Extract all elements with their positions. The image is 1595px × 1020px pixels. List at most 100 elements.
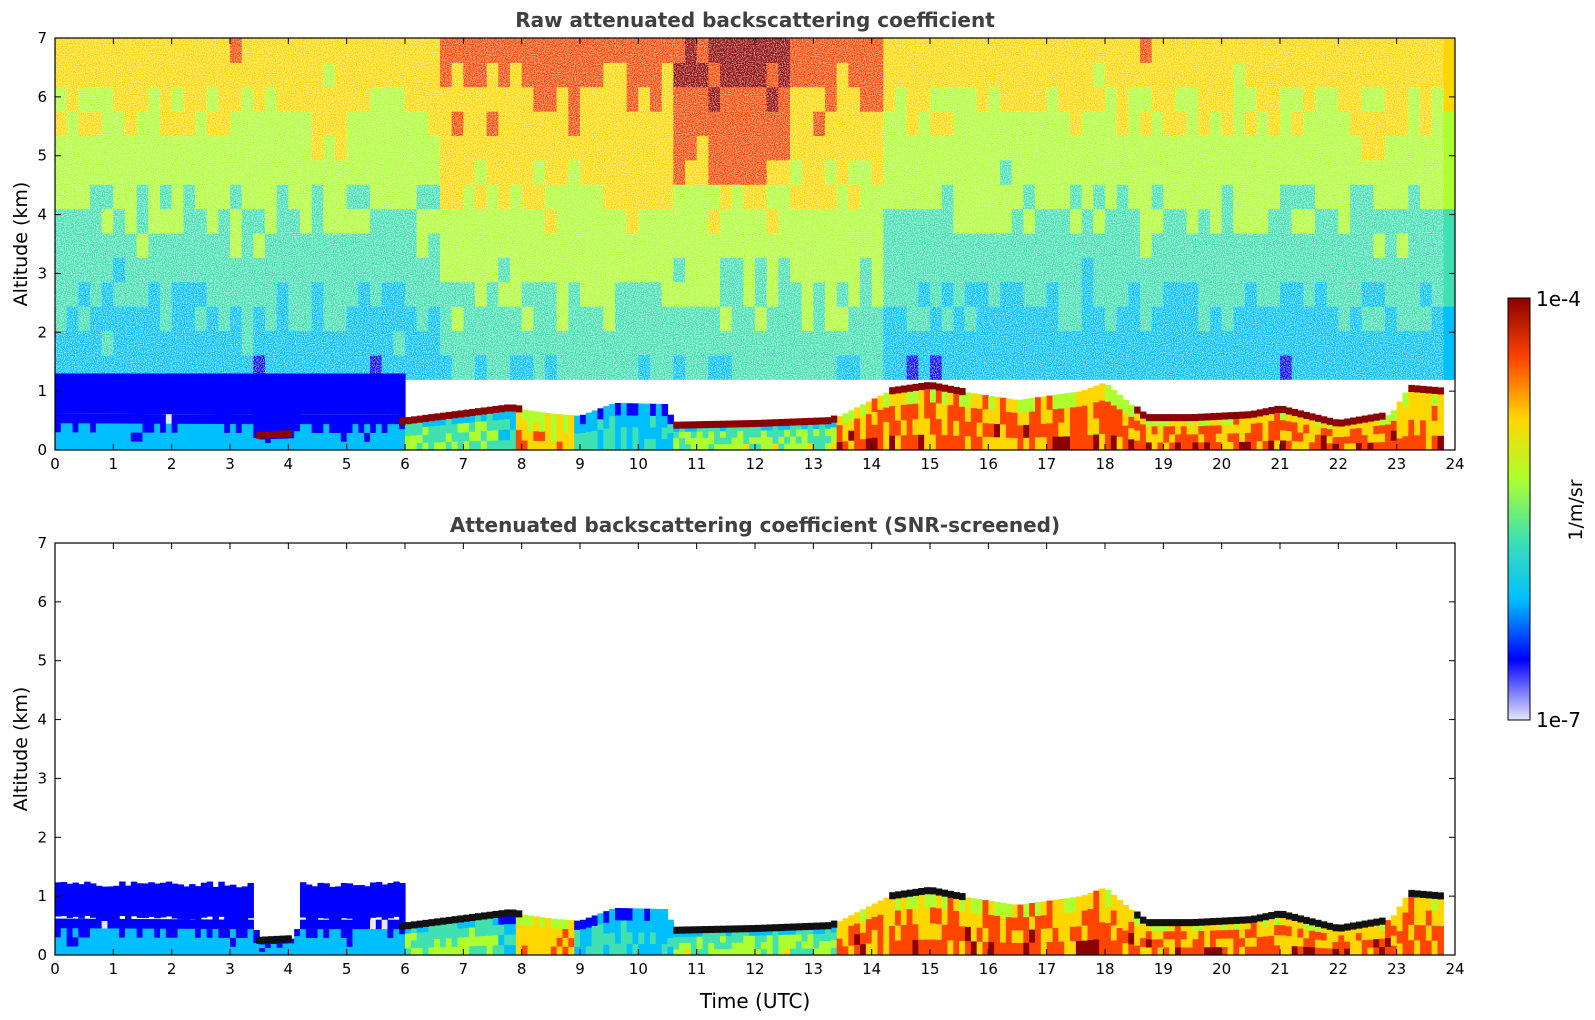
heatmap-cell [994, 928, 1001, 943]
heatmap-cell [597, 418, 604, 430]
heatmap-cell [970, 898, 978, 914]
heatmap-cell [498, 429, 505, 441]
heatmap-cell [329, 946, 336, 955]
heatmap-cell [72, 440, 79, 450]
heatmap-cell [1344, 927, 1351, 935]
cloud-layer [480, 912, 488, 920]
heatmap-cell [562, 423, 569, 433]
heatmap-cell [469, 431, 476, 442]
heatmap-cell [451, 432, 459, 442]
heatmap-cell [1140, 946, 1147, 955]
heatmap-cell [620, 438, 628, 450]
heatmap-cell [1180, 433, 1188, 443]
heatmap-cell [935, 402, 943, 420]
heatmap-cell [1221, 929, 1229, 939]
heatmap-cell [1058, 421, 1065, 437]
heatmap-cell [130, 936, 138, 947]
heatmap-cell [165, 946, 173, 955]
heatmap-cell [801, 442, 809, 450]
heatmap-cell [760, 934, 768, 943]
heatmap-cell [1064, 435, 1071, 450]
heatmap-cell [1122, 437, 1129, 450]
cloud-layer [285, 935, 292, 943]
heatmap-cell [1425, 434, 1433, 450]
heatmap-cell [78, 884, 85, 919]
heatmap-cell [189, 414, 196, 424]
heatmap-cell [1367, 947, 1374, 955]
heatmap-cell [270, 442, 278, 447]
heatmap-cell [1291, 917, 1299, 928]
heatmap-cell [1029, 915, 1036, 930]
heatmap-cell [107, 918, 114, 929]
heatmap-cell [160, 373, 167, 415]
heatmap-cell [1081, 910, 1089, 926]
heatmap-cell [1268, 935, 1275, 946]
heatmap-cell [1000, 410, 1007, 425]
heatmap-cell [305, 414, 313, 425]
heatmap-cell [469, 421, 476, 432]
cloud-layer [737, 925, 744, 933]
heatmap-cell [778, 436, 785, 444]
heatmap-cell [1396, 930, 1404, 944]
x-tick-label: 19 [1154, 960, 1173, 978]
x-tick-label: 8 [517, 455, 527, 473]
heatmap-cell [84, 431, 91, 442]
heatmap-cell [370, 441, 377, 450]
heatmap-cell [1227, 424, 1234, 434]
heatmap-cell [1221, 946, 1229, 955]
heatmap-cell [486, 440, 494, 450]
heatmap-cell [941, 908, 949, 925]
cloud-layer [422, 919, 429, 927]
cloud-layer [690, 926, 698, 934]
heatmap-cell [813, 926, 820, 934]
heatmap-cell [708, 437, 715, 445]
heatmap-cell [585, 926, 593, 937]
heatmap-cell [912, 434, 919, 450]
heatmap-cell [1093, 417, 1100, 435]
heatmap-cell [230, 937, 237, 947]
heatmap-cell [1081, 895, 1089, 911]
heatmap-cell [644, 943, 651, 955]
heatmap-cell [825, 947, 832, 955]
heatmap-cell [78, 413, 85, 424]
heatmap-cell [451, 919, 459, 930]
heatmap-cell [819, 925, 826, 934]
heatmap-cell [463, 918, 470, 928]
heatmap-cell [918, 434, 925, 450]
heatmap-cell [469, 917, 476, 928]
heatmap-cell [393, 937, 400, 947]
heatmap-cell [877, 941, 884, 955]
heatmap-cell [609, 415, 616, 428]
cloud-layer [825, 417, 832, 425]
cloud-layer [743, 925, 750, 933]
heatmap-cell [1373, 946, 1380, 955]
heatmap-cell [387, 919, 394, 930]
heatmap-cell [352, 946, 359, 955]
heatmap-cell [440, 938, 447, 948]
heatmap-cell [1239, 432, 1246, 442]
heatmap-cell [498, 944, 505, 955]
heatmap-cell [72, 882, 79, 917]
cloud-layer [714, 925, 721, 933]
heatmap-cell [1425, 924, 1433, 941]
heatmap-cell [1029, 902, 1036, 917]
heatmap-cell [562, 919, 569, 930]
heatmap-cell [1233, 415, 1240, 425]
heatmap-cell [650, 908, 657, 921]
heatmap-cell [510, 923, 517, 935]
heatmap-cell [1163, 930, 1170, 940]
heatmap-cell [1437, 940, 1444, 955]
heatmap-cell [912, 418, 919, 435]
heatmap-cell [270, 951, 278, 955]
heatmap-cell [615, 907, 622, 921]
cloud-layer [1134, 911, 1141, 919]
heatmap-cell [498, 419, 505, 430]
heatmap-cell [55, 927, 62, 938]
heatmap-cell [790, 443, 797, 450]
heatmap-cell [935, 892, 943, 909]
heatmap-cell [189, 928, 196, 938]
cloud-layer [1320, 416, 1328, 424]
heatmap-cell [1414, 434, 1421, 450]
heatmap-cell [725, 948, 733, 955]
heatmap-cell [755, 935, 762, 943]
